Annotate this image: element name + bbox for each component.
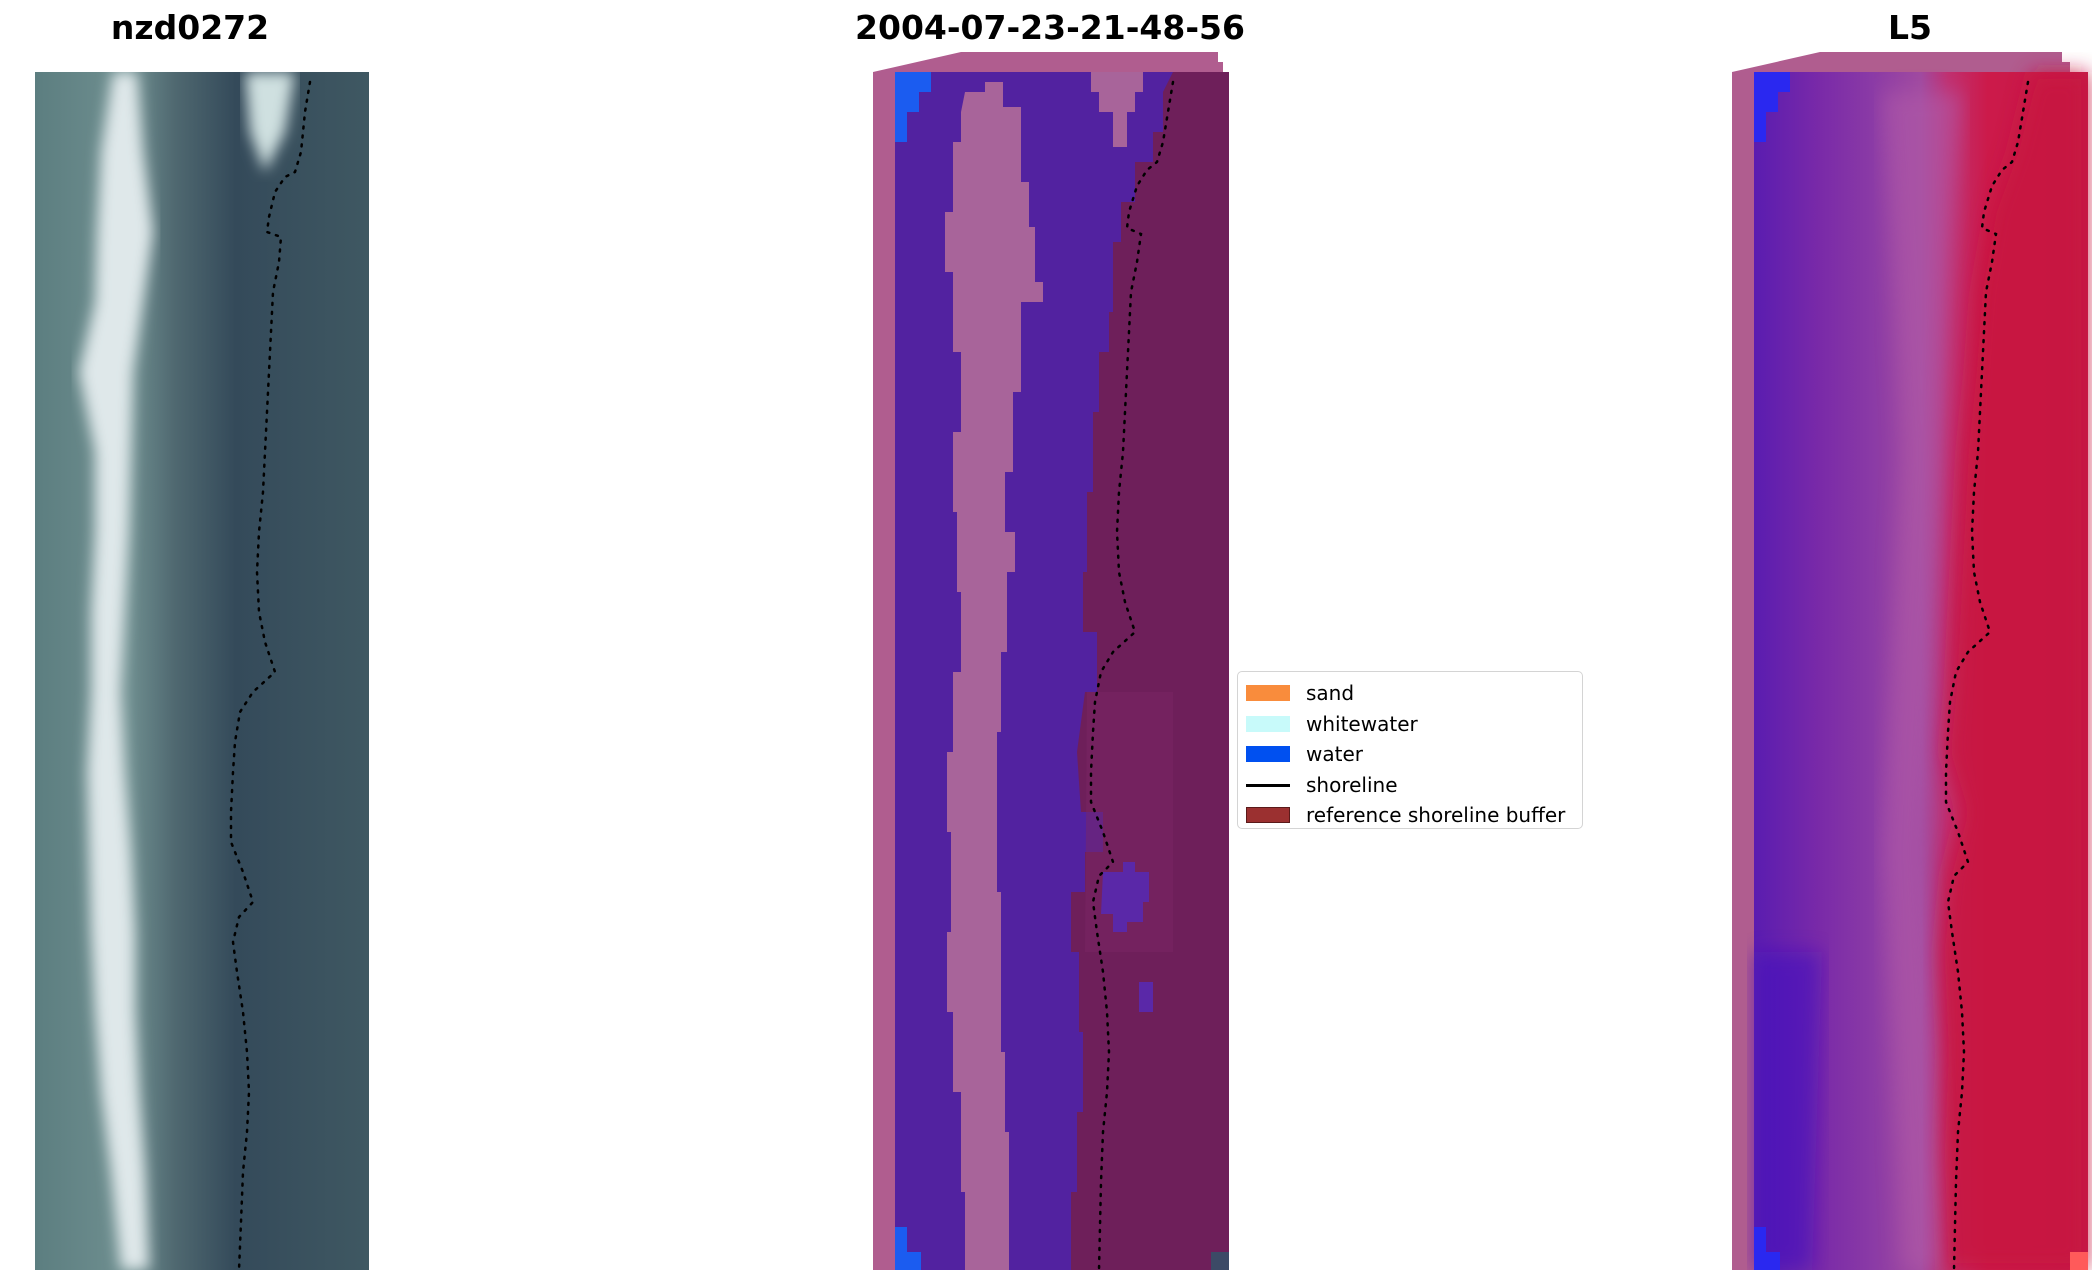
rgb-background [35,72,369,1270]
water-bump [1101,862,1149,932]
whitewater-top [245,72,295,172]
water-bottom-left [895,1227,921,1270]
legend-label-water: water [1306,742,1363,767]
shoreline-swatch [1246,777,1290,793]
top-pink-patch [1091,72,1143,147]
legend-label-sand: sand [1306,681,1355,706]
nodata-left-strip [873,352,895,1242]
legend-item-shoreline: shoreline [1246,770,1582,801]
legend-item-water: water [1246,739,1582,770]
water-top-left [895,72,931,142]
panel-title-satellite: L5 [1888,8,1932,47]
shoreline-index [1944,80,2030,1270]
sand-swatch [1246,685,1290,702]
legend: sand whitewater water shoreline referenc… [1237,671,1583,829]
water-blue-region [1754,952,1822,1270]
legend-label-reference-buffer: reference shoreline buffer [1306,803,1566,828]
red-land-region [1938,72,2088,1270]
whitewater-swatch [1246,715,1290,732]
bottom-right-patch [2070,1252,2088,1270]
sand-strip [945,82,1043,1270]
shoreline-classified [1089,80,1175,1270]
panel-title-date: 2004-07-23-21-48-56 [855,8,1245,47]
legend-label-shoreline: shoreline [1306,772,1398,797]
legend-label-whitewater: whitewater [1306,711,1418,736]
nodata-left-strip-upper [883,247,895,367]
reference-buffer-swatch [1246,807,1290,824]
water-swatch [1246,746,1290,763]
water-bottom-left [1754,1227,1780,1270]
sand-tone-region [1882,92,1962,1270]
sand-strip [79,72,153,1270]
reference-shoreline-buffer [1071,72,1229,1270]
classified-image-panel [873,52,1229,1270]
legend-item-reference-buffer: reference shoreline buffer [1246,800,1582,831]
water-top-left [1754,72,1790,142]
legend-item-sand: sand [1246,678,1582,709]
buffer-bottom-corner [1211,1252,1229,1270]
water-spot [1139,982,1153,1012]
panel-title-rgb: nzd0272 [110,8,270,47]
legend-item-whitewater: whitewater [1246,709,1582,740]
rgb-image-panel [35,72,369,1270]
index-image-panel [1732,52,2088,1270]
